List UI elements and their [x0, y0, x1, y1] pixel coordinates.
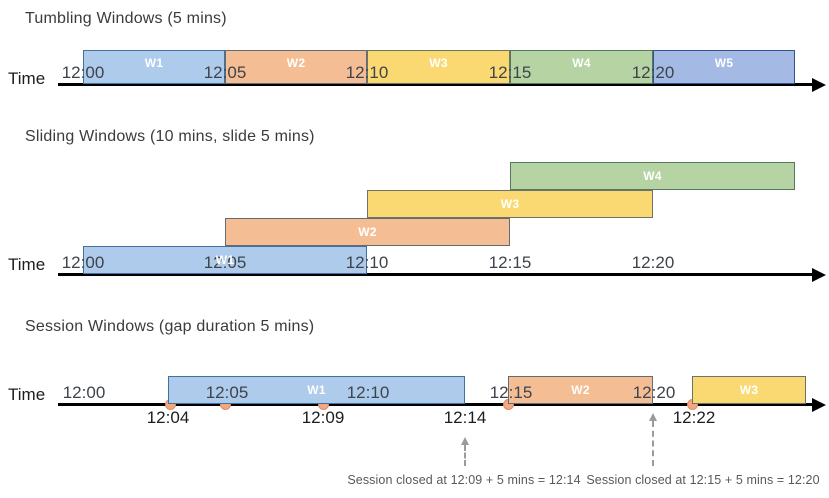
- window-label: W2: [571, 383, 590, 397]
- window-label: W5: [714, 56, 734, 70]
- tick-label: 12:10: [345, 63, 389, 82]
- tick-label: 12:00: [62, 383, 106, 402]
- time-axis-label: Time: [8, 69, 46, 88]
- section-title-sliding: Sliding Windows (10 mins, slide 5 mins): [25, 128, 315, 145]
- axis-arrowhead-icon: [812, 267, 826, 282]
- window-label: W2: [358, 225, 377, 239]
- window-label: W3: [429, 56, 448, 70]
- event-time-label: 12:22: [672, 408, 716, 427]
- tick-label: 12:15: [488, 63, 532, 82]
- window-label: W1: [144, 56, 164, 70]
- tick-label: 12:05: [203, 253, 247, 272]
- tick-label: 12:20: [632, 383, 676, 402]
- time-axis-line: [58, 83, 812, 86]
- session-close-annotation: Session closed at 12:09 + 5 mins = 12:14: [347, 473, 581, 487]
- time-axis-line: [58, 273, 812, 276]
- window-bar-w2: [225, 50, 367, 84]
- tick-label: 12:05: [205, 383, 249, 402]
- session-close-arrow-line: [464, 445, 466, 466]
- window-bar-w1: [83, 50, 225, 84]
- window-label: W4: [572, 56, 591, 70]
- window-bar-w3: [367, 50, 510, 84]
- session-close-arrow-line: [652, 421, 654, 466]
- tick-label: 12:15: [488, 253, 532, 272]
- tick-label: 12:05: [203, 63, 247, 82]
- window-bar-w4: [510, 162, 795, 190]
- axis-arrowhead-icon: [812, 397, 826, 412]
- session-close-arrow-icon: [648, 413, 657, 421]
- window-bar-w3: [692, 376, 806, 404]
- tick-label: 12:00: [61, 63, 105, 82]
- section-title-session: Session Windows (gap duration 5 mins): [25, 318, 315, 335]
- time-axis-label: Time: [8, 385, 46, 404]
- window-bar-w5: [653, 50, 795, 84]
- tick-label: 12:00: [61, 253, 105, 272]
- window-bar-w4: [510, 50, 653, 84]
- event-time-label: 12:09: [301, 408, 345, 427]
- window-label: W1: [215, 253, 235, 267]
- window-bar-w2: [225, 218, 510, 246]
- window-label: W3: [500, 197, 520, 211]
- window-bar-w1: [83, 246, 367, 274]
- tick-label: 12:10: [345, 253, 389, 272]
- time-axis-line: [58, 403, 812, 406]
- window-label: W2: [286, 56, 306, 70]
- window-label: W4: [643, 169, 662, 183]
- window-bar-w2: [508, 376, 653, 404]
- section-title-tumbling: Tumbling Windows (5 mins): [25, 10, 227, 27]
- window-label: W1: [307, 383, 326, 397]
- tick-label: 12:10: [346, 383, 390, 402]
- tick-label: 12:20: [631, 63, 675, 82]
- axis-arrowhead-icon: [812, 77, 826, 92]
- window-bar-w1: [168, 376, 465, 404]
- tick-label: 12:15: [489, 383, 533, 402]
- tick-label: 12:20: [631, 253, 675, 272]
- window-bar-w3: [367, 190, 653, 218]
- event-time-label: 12:04: [146, 408, 190, 427]
- window-label: W3: [739, 383, 759, 397]
- time-axis-label: Time: [8, 255, 46, 274]
- session-close-arrow-icon: [460, 437, 469, 445]
- event-time-label: 12:14: [443, 408, 487, 427]
- session-close-annotation: Session closed at 12:15 + 5 mins = 12:20: [586, 473, 820, 487]
